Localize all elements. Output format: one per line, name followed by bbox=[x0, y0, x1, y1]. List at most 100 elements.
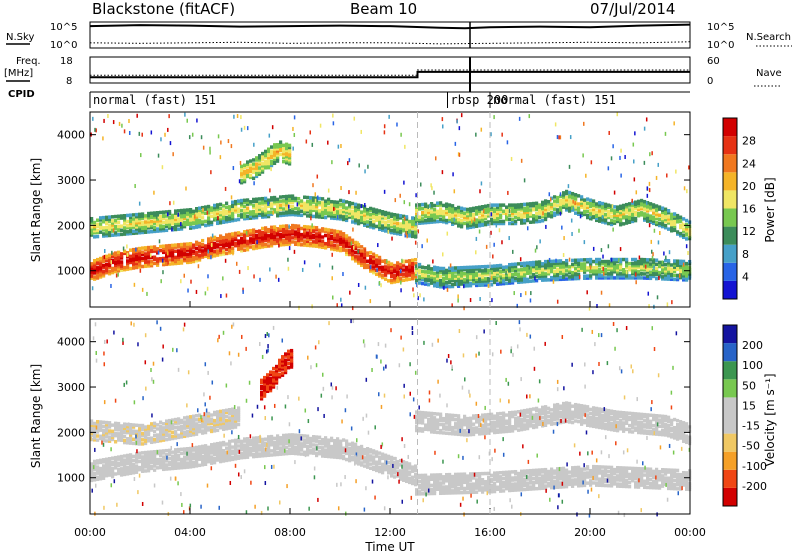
data-cell bbox=[535, 219, 539, 224]
data-cell bbox=[490, 209, 494, 213]
data-cell bbox=[625, 261, 629, 266]
data-cell bbox=[114, 255, 118, 259]
data-cell bbox=[192, 213, 196, 218]
data-cell bbox=[315, 244, 319, 248]
data-cell bbox=[99, 218, 103, 222]
data-cell bbox=[661, 266, 665, 271]
data-cell bbox=[198, 214, 202, 219]
data-cell bbox=[159, 216, 163, 221]
scatter-cell bbox=[188, 135, 191, 140]
data-cell bbox=[114, 251, 118, 255]
data-cell bbox=[129, 229, 133, 234]
data-cell bbox=[460, 212, 464, 217]
data-cell bbox=[165, 260, 169, 265]
data-cell bbox=[264, 161, 268, 166]
data-cell bbox=[493, 278, 497, 283]
data-cell bbox=[529, 275, 533, 279]
data-cell bbox=[387, 223, 391, 228]
data-cell bbox=[484, 273, 488, 277]
data-cell bbox=[324, 440, 328, 444]
data-cell bbox=[204, 454, 208, 458]
data-cell bbox=[309, 214, 313, 218]
data-cell bbox=[408, 472, 412, 476]
data-cell bbox=[108, 233, 112, 238]
data-cell bbox=[246, 437, 250, 441]
data-cell bbox=[255, 238, 259, 242]
data-cell bbox=[616, 217, 620, 222]
data-cell bbox=[276, 237, 280, 241]
data-cell bbox=[541, 268, 545, 272]
data-cell bbox=[222, 252, 226, 256]
data-cell bbox=[132, 254, 136, 258]
data-cell bbox=[499, 278, 503, 282]
data-cell bbox=[655, 204, 659, 208]
data-cell bbox=[282, 147, 286, 152]
data-cell bbox=[321, 241, 325, 245]
scatter-cell bbox=[287, 257, 289, 262]
data-cell bbox=[255, 203, 259, 208]
data-cell bbox=[333, 233, 337, 237]
data-cell bbox=[673, 277, 677, 282]
data-cell bbox=[99, 476, 103, 481]
data-cell bbox=[117, 250, 121, 255]
data-cell bbox=[297, 207, 301, 211]
data-cell bbox=[186, 465, 190, 469]
data-cell bbox=[159, 459, 163, 464]
data-cell bbox=[339, 208, 343, 213]
data-cell bbox=[111, 233, 115, 237]
data-cell bbox=[264, 230, 268, 234]
data-cell bbox=[384, 453, 388, 458]
data-cell bbox=[396, 461, 400, 466]
data-cell bbox=[246, 441, 250, 445]
scatter-cell bbox=[377, 243, 379, 248]
data-cell bbox=[261, 203, 265, 207]
scatter-cell bbox=[520, 158, 523, 163]
data-cell bbox=[132, 223, 136, 227]
data-cell bbox=[448, 276, 452, 281]
data-cell bbox=[330, 455, 334, 459]
data-cell bbox=[351, 246, 355, 251]
data-cell bbox=[676, 230, 680, 234]
data-cell bbox=[402, 224, 406, 229]
data-cell bbox=[568, 207, 572, 211]
data-cell bbox=[411, 224, 415, 228]
data-cell bbox=[553, 265, 557, 270]
data-cell bbox=[282, 155, 286, 160]
scatter-cell bbox=[498, 277, 500, 282]
data-cell bbox=[150, 466, 154, 471]
data-cell bbox=[90, 468, 94, 472]
data-cell bbox=[595, 276, 599, 280]
scatter-cell bbox=[516, 303, 519, 308]
data-cell bbox=[282, 232, 286, 237]
data-cell bbox=[273, 195, 277, 200]
data-cell bbox=[457, 266, 461, 270]
data-cell bbox=[424, 280, 428, 284]
data-cell bbox=[234, 241, 238, 246]
data-cell bbox=[360, 212, 364, 216]
data-cell bbox=[418, 264, 422, 269]
data-cell bbox=[652, 215, 656, 219]
data-cell bbox=[327, 240, 331, 244]
data-cell bbox=[451, 278, 455, 283]
data-cell bbox=[174, 454, 178, 458]
data-cell bbox=[123, 468, 127, 473]
data-cell bbox=[424, 282, 428, 286]
data-cell bbox=[294, 196, 298, 201]
data-cell bbox=[255, 454, 259, 459]
data-cell bbox=[676, 277, 680, 282]
data-cell bbox=[291, 227, 295, 232]
data-cell bbox=[324, 229, 328, 234]
data-cell bbox=[102, 269, 106, 274]
data-cell bbox=[186, 222, 190, 227]
data-cell bbox=[363, 207, 367, 211]
data-cell bbox=[258, 231, 262, 235]
data-cell bbox=[357, 213, 361, 218]
data-cell bbox=[655, 208, 659, 212]
data-cell bbox=[366, 251, 370, 255]
data-cell bbox=[354, 257, 358, 261]
data-cell bbox=[249, 173, 253, 178]
data-cell bbox=[138, 224, 142, 229]
data-cell bbox=[649, 220, 653, 224]
data-cell bbox=[210, 449, 214, 453]
data-cell bbox=[390, 278, 394, 283]
